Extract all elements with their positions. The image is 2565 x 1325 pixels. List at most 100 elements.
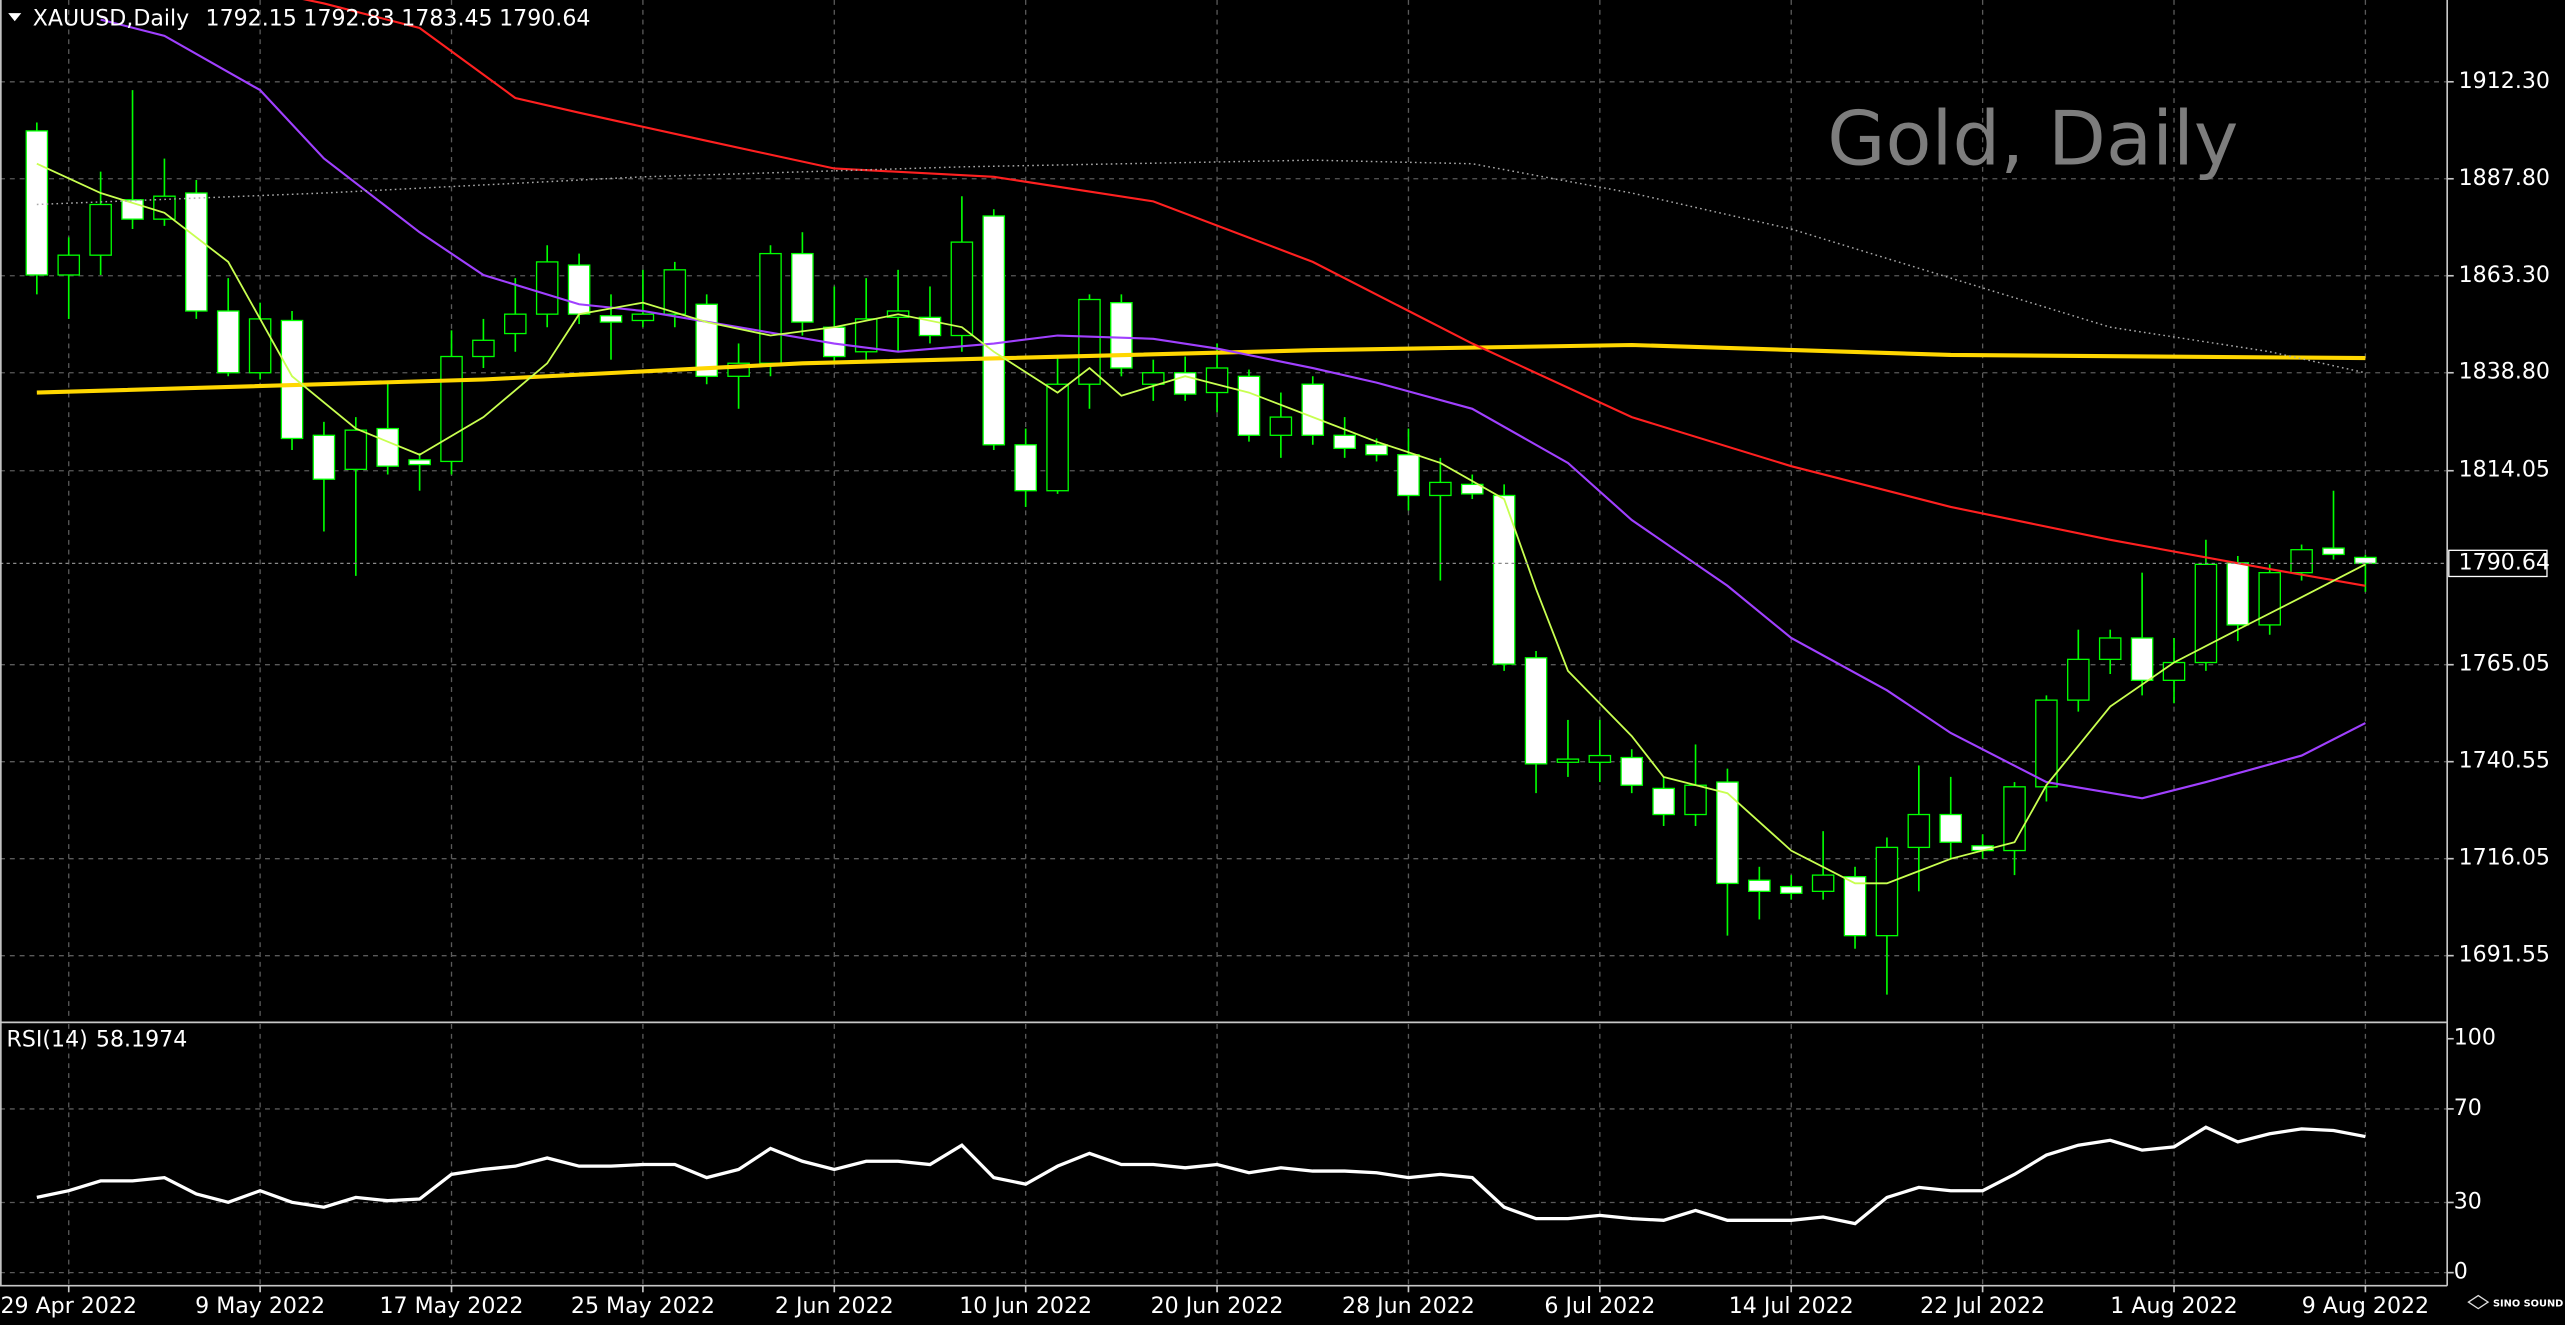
y-tick-label: 30 [2454, 1189, 2482, 1214]
candle-body [2194, 563, 2218, 664]
candle-body [854, 318, 878, 353]
candle-body [1141, 372, 1165, 385]
candle-body [535, 261, 559, 315]
candle-body [1078, 298, 1101, 385]
candle-body [344, 429, 368, 470]
candle-body [1748, 879, 1771, 892]
logo: SINO SOUND [2493, 1299, 2563, 1310]
candle-body [1716, 781, 1739, 885]
x-tick-label: 28 Jun 2022 [1342, 1294, 1475, 1319]
candle-body [376, 427, 400, 467]
moving-average [36, 159, 2366, 374]
grid-layer [0, 0, 2448, 1286]
candle-body [631, 313, 655, 322]
candle-body [2322, 547, 2345, 556]
x-tick-label: 1 Aug 2022 [2110, 1294, 2237, 1319]
candle-body [1365, 444, 1388, 456]
rsi-header: RSI(14) 58.1974 [7, 1027, 188, 1052]
moving-average [36, 342, 2366, 395]
candle-body [280, 319, 304, 440]
candle-body [153, 195, 176, 220]
moving-average [36, 162, 2366, 885]
candle-body [1460, 483, 1484, 495]
y-tick-label: 1838.80 [2459, 360, 2550, 385]
x-tick-label: 22 Jul 2022 [1920, 1294, 2045, 1319]
candle-body [2290, 549, 2313, 574]
rsi-label: RSI(14) [7, 1027, 88, 1052]
logo-icon [2467, 1294, 2490, 1310]
y-tick-label: 1740.55 [2459, 749, 2550, 774]
candle-body [408, 459, 431, 466]
x-tick-label: 9 Aug 2022 [2302, 1294, 2429, 1319]
y-tick-label: 1887.80 [2459, 166, 2550, 191]
candle-body [1014, 444, 1037, 492]
candle-body [2354, 556, 2377, 565]
candle-body [1939, 813, 1963, 843]
candle-body [1875, 846, 1899, 937]
candle-body [1429, 481, 1452, 497]
rsi-value: 58.1974 [96, 1027, 187, 1052]
candle-body [1492, 494, 1516, 665]
symbol: XAUUSD,Daily [33, 7, 189, 32]
header: XAUUSD,Daily 1792.15 1792.83 1783.45 1790.64 [33, 7, 591, 32]
candle-body [1620, 756, 1644, 786]
candle-body [599, 315, 623, 323]
candle-body [1524, 657, 1548, 765]
candle-body [1907, 813, 1931, 849]
open-value: 1792.15 [206, 7, 297, 32]
moving-average [100, 18, 2366, 800]
y-tick-label: 70 [2454, 1096, 2482, 1121]
y-tick-label: 100 [2454, 1026, 2496, 1051]
candle-body [2130, 637, 2154, 681]
x-tick-label: 10 Jun 2022 [959, 1294, 1092, 1319]
x-tick-label: 25 May 2022 [571, 1294, 715, 1319]
y-tick-label: 0 [2454, 1260, 2468, 1285]
chart-title: Gold, Daily [1827, 94, 2238, 182]
y-tick-label: 1863.30 [2459, 263, 2550, 288]
candle-body [472, 339, 495, 358]
x-tick-label: 29 Apr 2022 [0, 1294, 137, 1319]
rsi-panel [36, 1125, 2366, 1226]
x-tick-label: 20 Jun 2022 [1151, 1294, 1284, 1319]
candle-body [1397, 454, 1420, 497]
candle-body [2098, 637, 2122, 661]
candle-body [1046, 383, 1069, 492]
rsi-line [36, 1125, 2366, 1226]
y-tick-label: 1765.05 [2459, 652, 2550, 677]
candle-body [1333, 434, 1356, 450]
candle-body [312, 434, 336, 480]
candle-body [1269, 416, 1293, 436]
candle-body [567, 264, 591, 315]
candle-body [2258, 572, 2281, 626]
candle-body [1684, 784, 1707, 816]
candle-body [89, 203, 112, 256]
candle-body [1779, 885, 1803, 894]
price-label: 1790.64 [2459, 550, 2550, 575]
candle-body [2035, 699, 2058, 788]
axis-layer: 1912.30 1887.80 1863.30 1838.80 1814.05 1765.… [0, 69, 2549, 1319]
candle-body [57, 254, 81, 276]
candle-body [950, 241, 974, 337]
candle-body [2067, 658, 2090, 701]
candle-body [185, 192, 208, 312]
candle-body [440, 355, 463, 463]
candle-body [1556, 758, 1580, 763]
candle-body [1110, 302, 1133, 369]
candle-body [248, 318, 272, 374]
x-tick-label: 14 Jul 2022 [1729, 1294, 1854, 1319]
candle-body [759, 252, 782, 364]
candle-body [2003, 786, 2026, 852]
candle-body [2226, 562, 2250, 626]
price-panel [0, 0, 2448, 995]
y-tick-label: 1691.55 [2459, 943, 2550, 968]
y-tick-label: 1912.30 [2459, 69, 2550, 94]
x-tick-label: 6 Jul 2022 [1544, 1294, 1655, 1319]
moving-average [302, 0, 2366, 587]
candle-body [1652, 787, 1675, 816]
candle-body [1843, 876, 1867, 937]
menu-arrow[interactable] [8, 13, 22, 22]
candle-body [216, 310, 240, 374]
high-value: 1792.83 [303, 7, 394, 32]
